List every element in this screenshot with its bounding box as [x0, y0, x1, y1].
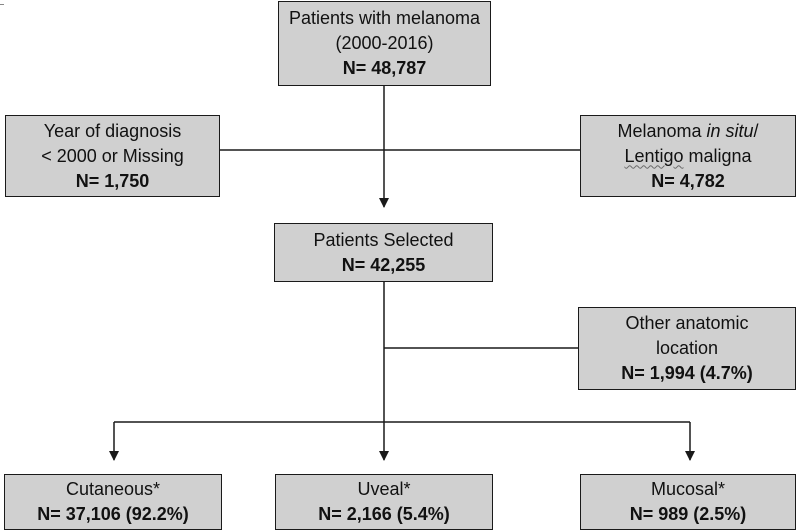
box-cutaneous: Cutaneous* N= 37,106 (92.2%)	[4, 474, 222, 530]
box-uveal: Uveal* N= 2,166 (5.4%)	[275, 474, 493, 530]
box-mucosal: Mucosal* N= 989 (2.5%)	[580, 474, 796, 530]
edge-tick	[0, 4, 4, 5]
box-excluded-insitu-count: N= 4,782	[651, 170, 725, 191]
insitu-italic: in situ	[706, 120, 754, 141]
box-excluded-other-location-label-2: location	[655, 338, 719, 358]
box-cutaneous-title: Cutaneous*	[65, 479, 161, 499]
box-patients-selected: Patients Selected N= 42,255	[274, 223, 493, 282]
box-excluded-year-criterion: < 2000 or Missing	[41, 145, 184, 166]
box-cutaneous-count: N= 37,106 (92.2%)	[37, 504, 189, 524]
spellcheck-underline: Lentigo	[624, 145, 684, 166]
box-patients-selected-title: Patients Selected	[313, 229, 454, 250]
box-excluded-insitu-label: Melanoma in situ/	[617, 120, 759, 141]
box-all-patients: Patients with melanoma (2000-2016) N= 48…	[278, 1, 491, 86]
box-excluded-insitu-label-2: Lentigo maligna	[624, 145, 752, 166]
box-excluded-insitu: Melanoma in situ/ Lentigo maligna N= 4,7…	[580, 115, 796, 197]
box-all-patients-count: N= 48,787	[342, 58, 427, 78]
box-excluded-other-location-label: Other anatomic	[625, 313, 749, 333]
box-all-patients-period: (2000-2016)	[335, 33, 434, 53]
box-patients-selected-count: N= 42,255	[341, 254, 426, 275]
box-excluded-year: Year of diagnosis < 2000 or Missing N= 1…	[5, 115, 220, 197]
box-mucosal-count: N= 989 (2.5%)	[629, 504, 747, 524]
box-excluded-other-location-count: N= 1,994 (4.7%)	[621, 363, 753, 383]
box-excluded-year-count: N= 1,750	[75, 170, 150, 191]
box-all-patients-title: Patients with melanoma	[288, 8, 481, 28]
box-excluded-year-label: Year of diagnosis	[43, 120, 182, 141]
box-uveal-title: Uveal*	[357, 479, 411, 499]
box-excluded-other-location: Other anatomic location N= 1,994 (4.7%)	[578, 307, 796, 390]
box-mucosal-title: Mucosal*	[650, 479, 726, 499]
box-uveal-count: N= 2,166 (5.4%)	[318, 504, 450, 524]
